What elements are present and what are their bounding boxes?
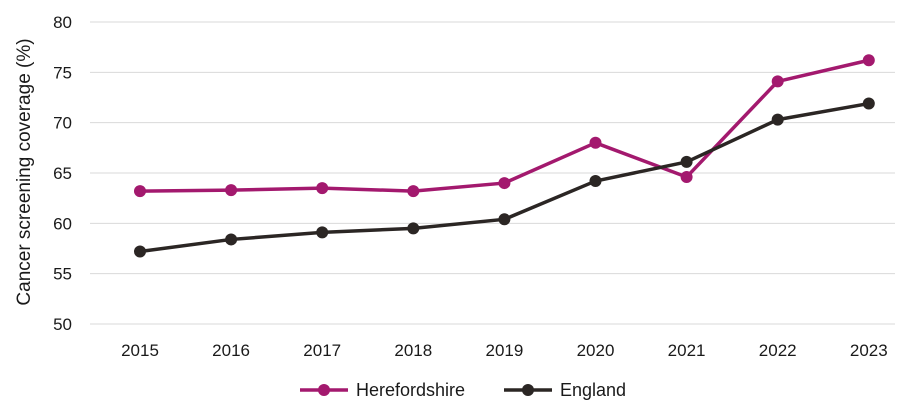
- y-tick-label-50: 50: [53, 315, 72, 334]
- x-tick-label-2023: 2023: [850, 341, 888, 360]
- y-tick-label-70: 70: [53, 114, 72, 133]
- point-herefordshire-2015: [134, 185, 146, 198]
- x-tick-label-2017: 2017: [303, 341, 341, 360]
- x-tick-label-2016: 2016: [212, 341, 250, 360]
- legend: Herefordshire England: [300, 380, 626, 400]
- point-england-2017: [316, 226, 329, 239]
- legend-label-herefordshire: Herefordshire: [356, 380, 465, 400]
- point-herefordshire-2017: [316, 182, 329, 195]
- series-herefordshire: [134, 54, 875, 198]
- y-tick-label-60: 60: [53, 214, 72, 233]
- point-herefordshire-2022: [771, 75, 784, 88]
- x-tick-label-2019: 2019: [485, 341, 523, 360]
- legend-item-england: England: [504, 380, 626, 400]
- series-layer: [134, 54, 875, 258]
- x-tick-label-2018: 2018: [394, 341, 432, 360]
- y-tick-label-55: 55: [53, 265, 72, 284]
- point-herefordshire-2021: [680, 171, 693, 184]
- point-herefordshire-2023: [862, 54, 875, 67]
- x-tick-labels: 2015 2016 2017 2018 2019 2020 2021 2022 2023: [121, 341, 888, 360]
- y-tick-label-75: 75: [53, 63, 72, 82]
- point-england-2016: [225, 233, 238, 246]
- point-england-2021: [680, 155, 693, 168]
- legend-item-herefordshire: Herefordshire: [300, 380, 465, 400]
- point-england-2023: [862, 97, 875, 110]
- point-england-2019: [498, 213, 511, 226]
- y-axis-title: Cancer screening coverage (%): [14, 38, 35, 305]
- x-tick-label-2022: 2022: [759, 341, 797, 360]
- x-tick-label-2020: 2020: [577, 341, 615, 360]
- y-tick-label-65: 65: [53, 164, 72, 183]
- point-herefordshire-2020: [589, 136, 602, 149]
- y-tick-label-80: 80: [53, 13, 72, 32]
- legend-swatch-marker-england: [522, 384, 534, 396]
- point-england-2020: [589, 175, 602, 188]
- legend-label-england: England: [560, 380, 626, 400]
- point-england-2018: [407, 222, 420, 235]
- point-herefordshire-2016: [225, 184, 238, 197]
- point-england-2015: [134, 245, 146, 258]
- legend-swatch-marker-herefordshire: [318, 384, 330, 396]
- x-tick-label-2015: 2015: [121, 341, 159, 360]
- point-herefordshire-2018: [407, 185, 420, 198]
- series-england: [134, 97, 875, 258]
- series-line-herefordshire: [139, 58, 870, 193]
- point-herefordshire-2019: [498, 177, 511, 190]
- x-tick-label-2021: 2021: [668, 341, 706, 360]
- y-tick-labels: 50 55 60 65 70 75 80: [53, 13, 72, 334]
- point-england-2022: [771, 113, 784, 126]
- gridlines: [90, 21, 895, 325]
